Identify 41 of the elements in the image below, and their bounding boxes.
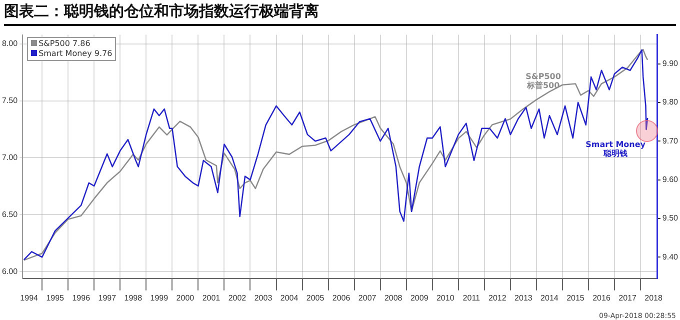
x-tick-label: 2001 (202, 293, 221, 302)
x-tick-label: 2010 (436, 293, 455, 302)
y-tick-label: 7.00 (2, 152, 18, 162)
x-tick-label: 2013 (514, 293, 533, 302)
x-tick-label: 2018 (644, 293, 663, 302)
y-tick-label: 6.50 (2, 210, 18, 219)
x-tick-label: 2000 (176, 293, 195, 302)
x-tick-label: 2016 (592, 293, 611, 302)
x-tick-label: 2007 (358, 293, 377, 302)
x-tick-label: 2003 (254, 293, 273, 302)
y2-tick-label: 9.90 (662, 59, 679, 68)
y2-tick-label: 9.50 (662, 214, 679, 223)
y-tick-label: 6.00 (2, 266, 18, 276)
x-tick-label: 1995 (46, 293, 65, 302)
x-tick-label: 1994 (20, 293, 39, 302)
annotation: S&P500 标普500 (526, 72, 561, 90)
x-tick-label: 2002 (228, 293, 247, 302)
y-tick-label: 8.00 (2, 39, 18, 48)
chart-title: 图表二：聪明钱的仓位和市场指数运行极端背离 (4, 2, 676, 26)
legend-label: Smart Money 9.76 (38, 48, 112, 59)
x-tick-label: 1997 (98, 293, 117, 302)
y2-tick-label: 9.70 (662, 136, 679, 146)
x-tick-label: 2005 (306, 293, 325, 302)
x-tick-label: 1996 (72, 293, 91, 302)
x-tick-label: 1999 (150, 293, 169, 302)
y-tick-label: 7.50 (2, 96, 18, 106)
x-tick-label: 2011 (462, 293, 481, 302)
x-tick-label: 2004 (280, 293, 299, 302)
y2-tick-label: 9.80 (662, 98, 679, 107)
annotation: Smart Money 聪明钱 (586, 140, 646, 158)
x-tick-label: 2015 (566, 293, 585, 302)
x-tick-label: 2009 (410, 293, 429, 302)
x-tick-label: 2017 (618, 293, 637, 302)
y2-tick-label: 9.60 (662, 175, 679, 184)
x-tick-label: 1998 (124, 293, 143, 302)
x-tick-label: 2008 (384, 293, 403, 302)
legend-label: S&P500 7.86 (38, 38, 92, 49)
x-tick-label: 2014 (540, 293, 559, 302)
y2-tick-label: 9.40 (662, 252, 679, 262)
x-tick-label: 2006 (332, 293, 351, 302)
x-tick-label: 2012 (488, 293, 507, 302)
